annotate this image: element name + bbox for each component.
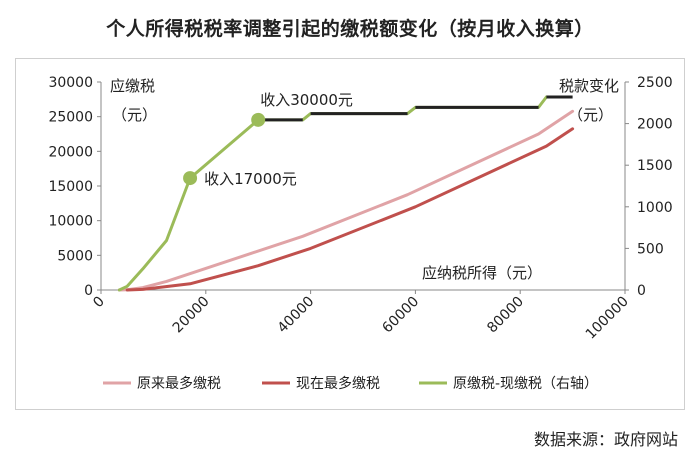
x-tick-label: 20000 (170, 294, 213, 337)
source-note: 数据来源：政府网站 (533, 430, 678, 449)
annotation-marker (251, 112, 266, 127)
x-tick-label: 40000 (275, 294, 318, 337)
x-axis-label: 应纳税所得（元） (422, 264, 542, 282)
series-line-2 (125, 127, 575, 292)
y-left-tick-label: 5000 (57, 248, 93, 264)
legend-label: 原缴税-现缴税（右轴） (453, 376, 598, 392)
y-left-tick-label: 10000 (48, 214, 93, 230)
y-right-tick-label: 0 (637, 283, 646, 299)
x-tick-label: 100000 (583, 294, 632, 343)
annotation-marker (183, 171, 198, 186)
x-tick-label: 0 (90, 294, 108, 312)
legend-label: 现在最多缴税 (296, 375, 380, 392)
y-right-tick-label: 2500 (637, 75, 673, 91)
x-tick-label: 60000 (379, 294, 422, 337)
y-left-axis-label: 应缴税 (110, 77, 155, 95)
y-right-tick-label: 1500 (637, 158, 673, 174)
annotation-label: 收入17000元 (204, 170, 297, 188)
y-right-axis-unit: （元） (568, 106, 613, 124)
page-title: 个人所得税税率调整引起的缴税额变化（按月收入换算） (106, 18, 594, 40)
y-right-tick-label: 2000 (637, 117, 673, 133)
y-left-tick-label: 30000 (48, 75, 93, 91)
y-right-tick-label: 500 (637, 241, 664, 257)
y-left-tick-label: 20000 (48, 144, 93, 160)
y-left-axis-unit: （元） (112, 106, 157, 124)
y-left-tick-label: 0 (84, 283, 93, 299)
annotation-label: 收入30000元 (260, 91, 353, 109)
x-tick-label: 80000 (484, 294, 527, 337)
series-line-3 (117, 95, 548, 292)
y-left-tick-label: 25000 (48, 110, 93, 126)
y-left-tick-label: 15000 (48, 179, 93, 195)
y-right-axis-label: 税款变化 (559, 77, 619, 95)
y-right-tick-label: 1000 (637, 200, 673, 216)
legend-label: 原来最多缴税 (137, 375, 221, 392)
